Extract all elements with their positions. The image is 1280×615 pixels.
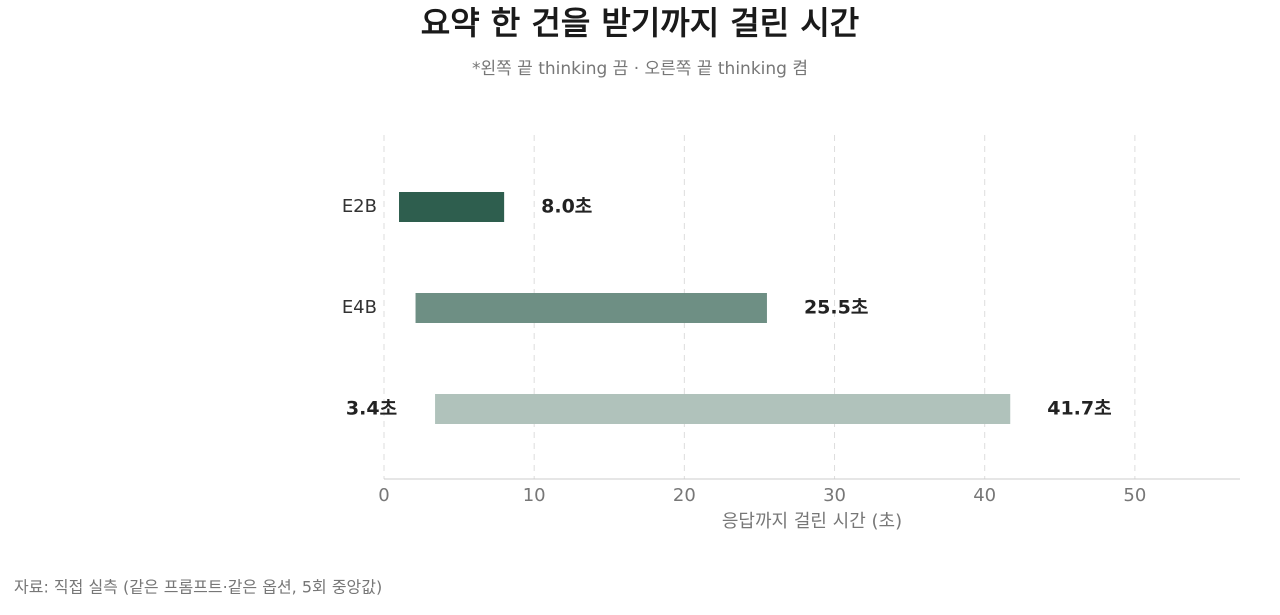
start-label: 3.4초 (346, 398, 397, 420)
chart-title: 요약 한 건을 받기까지 걸린 시간 (421, 4, 859, 42)
x-tick-label: 30 (823, 485, 846, 506)
x-tick-label: 50 (1123, 485, 1146, 506)
x-tick-label: 20 (673, 485, 696, 506)
x-tick-label: 0 (378, 485, 389, 506)
y-tick-label: E4B (342, 297, 377, 318)
x-tick-label: 10 (523, 485, 546, 506)
x-axis-label: 응답까지 걸린 시간 (초) (722, 511, 902, 532)
x-tick-label: 40 (973, 485, 996, 506)
value-label: 25.5초 (804, 297, 868, 319)
y-tick-label: E2B (342, 196, 377, 217)
bar (399, 192, 505, 222)
source-note: 자료: 직접 실측 (같은 프롬프트·같은 옵션, 5회 중앙값) (14, 578, 382, 597)
bar (415, 293, 767, 323)
value-label: 41.7초 (1047, 398, 1111, 420)
chart-subtitle: *왼쪽 끝 thinking 끔 · 오른쪽 끝 thinking 켬 (472, 59, 808, 79)
bar (435, 394, 1011, 424)
value-label: 8.0초 (541, 196, 592, 218)
